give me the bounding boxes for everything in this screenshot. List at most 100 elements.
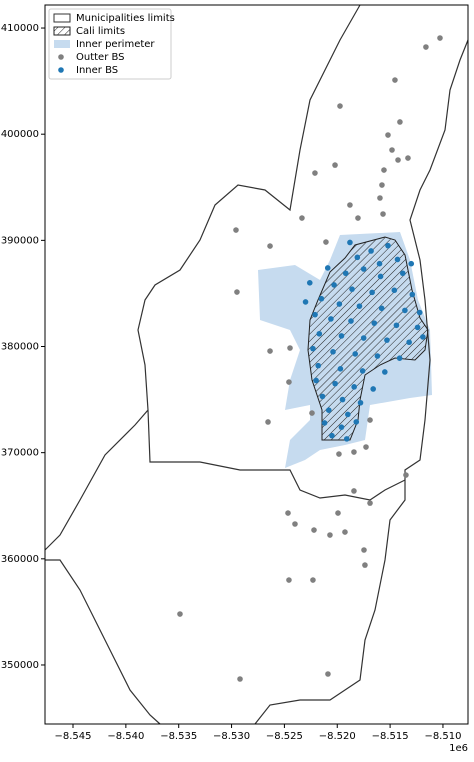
point xyxy=(306,280,313,286)
x-offset-label: 1e6 xyxy=(449,743,468,754)
point xyxy=(319,393,326,400)
point xyxy=(384,337,390,343)
legend-swatch xyxy=(54,40,70,48)
point xyxy=(299,215,305,221)
point xyxy=(349,286,355,292)
point xyxy=(363,444,369,450)
point xyxy=(377,273,384,280)
point xyxy=(286,379,292,385)
legend-swatch xyxy=(53,26,71,36)
legend-swatch xyxy=(53,13,71,23)
point xyxy=(355,215,361,221)
x-tick-label: −8.535 xyxy=(160,731,197,742)
point xyxy=(351,384,357,390)
point xyxy=(392,77,398,83)
point xyxy=(352,351,359,357)
point xyxy=(381,167,387,173)
point xyxy=(347,239,353,246)
point xyxy=(399,270,406,277)
point xyxy=(376,260,383,267)
x-tick-label: −8.510 xyxy=(424,731,461,742)
x-tick-label: −8.525 xyxy=(266,731,303,742)
plot-frame xyxy=(44,4,469,725)
point xyxy=(177,611,183,617)
point xyxy=(394,256,401,263)
point xyxy=(321,420,328,426)
point xyxy=(351,449,357,455)
point xyxy=(360,266,367,272)
point xyxy=(315,362,322,369)
point xyxy=(267,348,273,354)
point xyxy=(356,303,363,309)
y-tick-label: 370000 xyxy=(1,448,39,459)
point xyxy=(343,436,350,442)
point xyxy=(374,353,381,359)
point xyxy=(406,339,412,346)
point xyxy=(367,500,373,506)
point xyxy=(312,170,318,176)
point xyxy=(324,265,331,271)
x-tick-label: −8.540 xyxy=(107,731,144,742)
point xyxy=(402,307,408,314)
point xyxy=(391,287,398,294)
point xyxy=(325,407,332,414)
point xyxy=(347,202,353,208)
municipality-limits xyxy=(44,4,469,725)
point xyxy=(385,132,391,138)
point xyxy=(332,162,338,168)
point xyxy=(337,365,344,372)
point xyxy=(233,227,239,233)
point xyxy=(302,299,309,305)
point xyxy=(367,417,373,423)
point xyxy=(331,282,337,288)
point xyxy=(362,562,368,568)
point xyxy=(337,103,343,109)
point xyxy=(437,35,443,41)
point xyxy=(292,521,298,527)
point xyxy=(323,239,329,245)
point xyxy=(287,345,293,351)
point xyxy=(318,295,325,302)
legend-label: Cali limits xyxy=(76,26,125,37)
point xyxy=(414,324,421,331)
point xyxy=(329,432,335,439)
point xyxy=(377,195,383,201)
point xyxy=(342,529,348,535)
legend-box xyxy=(48,8,172,80)
point xyxy=(327,532,333,538)
point xyxy=(353,419,360,425)
point xyxy=(368,248,374,254)
point xyxy=(370,386,376,392)
point xyxy=(420,334,426,340)
point xyxy=(267,243,273,249)
y-tick-label: 410000 xyxy=(1,23,39,34)
legend-label: Municipalities limits xyxy=(76,13,175,24)
point xyxy=(359,368,366,374)
point xyxy=(328,316,334,322)
point xyxy=(316,330,323,337)
point xyxy=(332,380,338,387)
point xyxy=(396,355,403,361)
point xyxy=(405,155,411,161)
point xyxy=(285,510,291,516)
legend-label: Inner BS xyxy=(76,65,118,76)
point xyxy=(325,671,331,677)
point xyxy=(393,322,400,329)
point xyxy=(309,410,315,416)
point xyxy=(385,242,391,249)
legend-label: Inner perimeter xyxy=(76,39,155,50)
point xyxy=(389,147,395,153)
point xyxy=(409,291,416,298)
y-tick-label: 390000 xyxy=(1,235,39,246)
x-tick-label: −8.530 xyxy=(213,731,250,742)
y-tick-label: 360000 xyxy=(1,554,39,565)
point xyxy=(345,411,351,418)
point xyxy=(348,318,354,324)
x-tick-label: −8.545 xyxy=(55,731,92,742)
point xyxy=(336,301,343,307)
point xyxy=(339,396,346,403)
point xyxy=(408,260,415,267)
y-tick-label: 400000 xyxy=(1,129,39,140)
point xyxy=(361,547,367,553)
